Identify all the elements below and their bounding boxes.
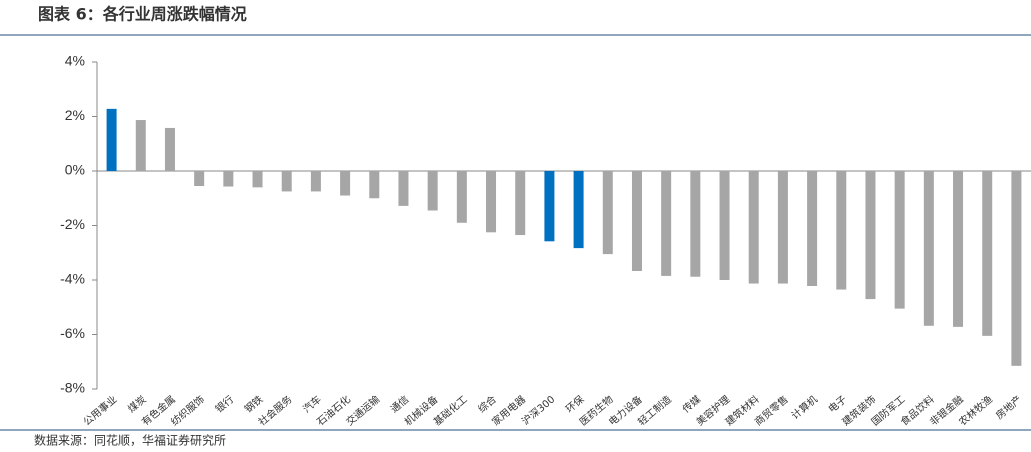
- bar: [748, 171, 759, 284]
- bar: [719, 171, 730, 280]
- bar: [836, 171, 847, 290]
- y-tick-label: -2%: [60, 216, 85, 232]
- x-tick-label: 通信: [388, 393, 411, 415]
- bar: [865, 171, 876, 300]
- bar: [894, 171, 905, 309]
- bar: [310, 171, 321, 192]
- bar: [427, 171, 438, 211]
- x-tick-label: 汽车: [300, 393, 324, 416]
- chart-title: 图表 6：各行业周涨跌幅情况: [38, 5, 247, 24]
- x-tick-label: 综合: [475, 393, 499, 416]
- x-tick-label: 环保: [563, 393, 587, 416]
- bar: [135, 120, 146, 171]
- bar: [777, 171, 788, 284]
- y-tick-label: 2%: [65, 107, 85, 123]
- bar: [398, 171, 409, 206]
- bar: [223, 171, 234, 187]
- bar: [661, 171, 672, 276]
- x-tick-label: 电子: [825, 393, 849, 416]
- y-tick-label: 4%: [65, 53, 85, 69]
- bar: [923, 171, 934, 326]
- bar: [164, 127, 175, 171]
- bar: [281, 171, 292, 192]
- y-tick-label: -6%: [60, 325, 85, 341]
- x-tick-label: 银行: [213, 393, 237, 416]
- bar: [544, 171, 555, 242]
- bar: [106, 108, 117, 171]
- source-note: 数据来源：同花顺，华福证券研究所: [34, 433, 226, 448]
- x-tick-label: 煤炭: [125, 393, 149, 416]
- bar: [486, 171, 497, 233]
- bar: [982, 171, 993, 336]
- bar: [602, 171, 613, 255]
- bar: [1011, 171, 1022, 366]
- y-tick-label: -8%: [60, 380, 85, 396]
- bar: [369, 171, 380, 199]
- y-tick-label: -4%: [60, 271, 85, 287]
- bar: [631, 171, 642, 272]
- bar: [515, 171, 526, 236]
- bar: [340, 171, 351, 196]
- bar: [194, 171, 205, 186]
- bar: [953, 171, 964, 327]
- x-tick-label: 计算机: [789, 393, 820, 422]
- bar: [573, 171, 584, 249]
- bar: [807, 171, 818, 286]
- y-tick-label: 0%: [65, 162, 85, 178]
- bar: [456, 171, 467, 223]
- x-tick-label: 沪深300: [519, 393, 557, 428]
- bar: [252, 171, 263, 188]
- x-tick-label: 传媒: [680, 393, 703, 415]
- bar: [690, 171, 701, 277]
- x-tick-label: 房地产: [993, 393, 1024, 422]
- x-tick-label: 公用事业: [80, 393, 119, 429]
- x-tick-label: 钢铁: [242, 393, 266, 416]
